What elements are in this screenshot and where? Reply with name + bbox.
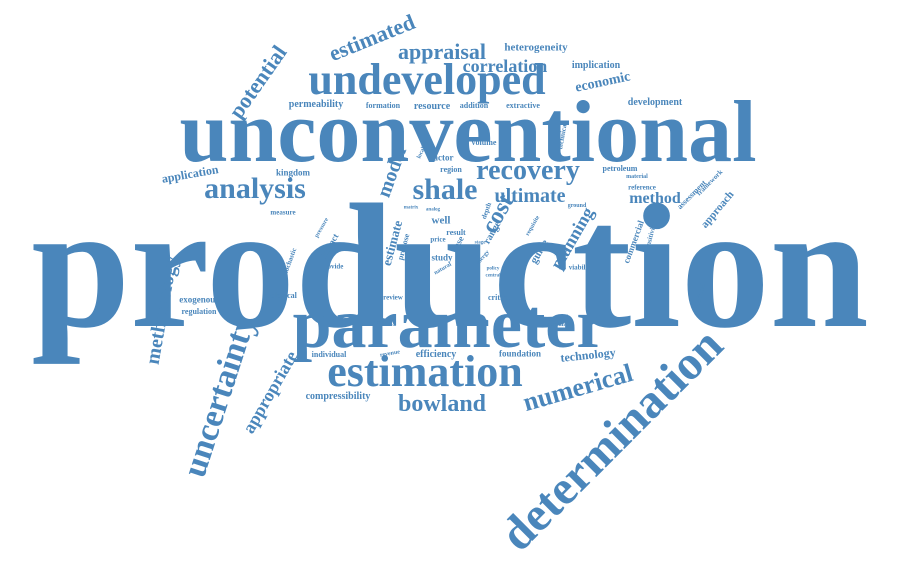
word-geological: geological (263, 291, 297, 300)
word-regulation: regulation (181, 307, 217, 316)
word-critical: critical (488, 293, 512, 302)
word-resource: resource (413, 101, 451, 112)
word-production: production (31, 167, 869, 365)
word-factor: factor (430, 152, 454, 163)
word-implication: implication (571, 60, 621, 71)
word-permeability: permeability (288, 99, 344, 110)
word-development: development (627, 97, 683, 108)
word-central: central (485, 273, 501, 279)
word-analog: analog (425, 207, 441, 213)
word-material: material (626, 174, 648, 180)
word-price: price (430, 235, 446, 244)
word-ultimate: ultimate (494, 185, 566, 207)
word-individual: individual (311, 350, 347, 359)
word-exogenous: exogenous (179, 294, 219, 305)
word-policy: policy (486, 266, 500, 272)
word-study: study (431, 252, 453, 263)
word-volume: volume (471, 138, 497, 147)
word-result: result (446, 228, 466, 237)
word-foundation: foundation (498, 348, 542, 359)
word-locality: matrix (403, 205, 419, 211)
word-compressibility: compressibility (305, 391, 371, 402)
word-measure: measure (270, 208, 296, 217)
word-heterogeneity: heterogeneity (504, 41, 568, 54)
word-kingdom: kingdom (275, 167, 311, 178)
word-stage: stage (474, 240, 486, 246)
word-provide: provide (320, 262, 344, 271)
word-ground: ground (567, 203, 587, 209)
word-undeveloped: undeveloped (308, 55, 546, 104)
word-viability: viability (568, 263, 594, 272)
word-efficiency: efficiency (415, 349, 457, 360)
word-extractive: extractive (506, 101, 540, 110)
word-method: method (629, 190, 681, 207)
word-region: region (440, 165, 462, 174)
word-addition: addition (459, 101, 489, 110)
word-analysis: analysis (204, 172, 306, 205)
word-correlation: correlation (462, 56, 548, 76)
word-reference: reference (628, 183, 656, 192)
word-bowland: bowland (397, 391, 487, 417)
word-parameter: parameter (292, 286, 608, 363)
word-petroleum: petroleum (602, 164, 638, 173)
word-recovery: recovery (476, 155, 580, 186)
word-porosity: porosity (371, 318, 397, 327)
word-estimation: estimation (327, 347, 523, 396)
word-formation: formation (365, 101, 401, 110)
word-account: account (547, 322, 567, 328)
word-unconventional: unconventional (179, 84, 757, 181)
word-well: well (431, 214, 451, 227)
word-appraisal: appraisal (397, 39, 487, 64)
word-review: review (383, 293, 403, 302)
word-shale: shale (412, 173, 478, 206)
